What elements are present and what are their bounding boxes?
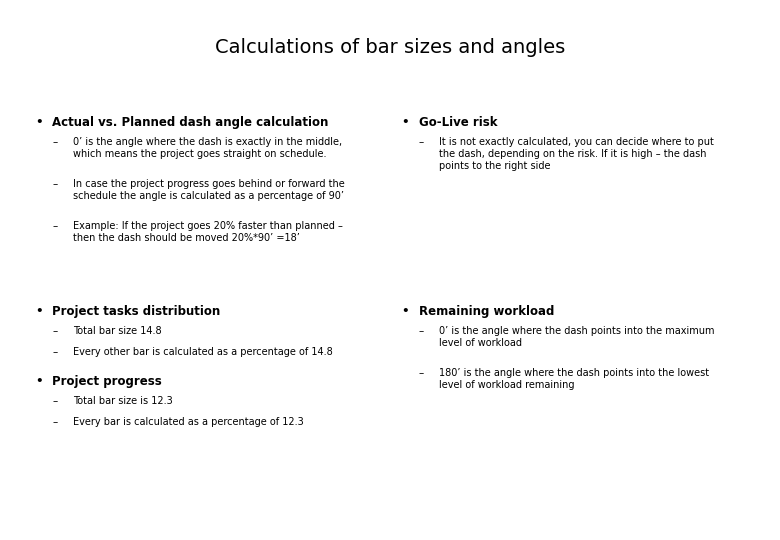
Text: –: –	[52, 326, 58, 336]
Text: Project tasks distribution: Project tasks distribution	[52, 305, 221, 318]
Text: Every other bar is calculated as a percentage of 14.8: Every other bar is calculated as a perce…	[73, 347, 332, 357]
Text: •: •	[35, 305, 43, 318]
Text: –: –	[52, 347, 58, 357]
Text: –: –	[419, 368, 424, 378]
Text: It is not exactly calculated, you can decide where to put
the dash, depending on: It is not exactly calculated, you can de…	[439, 137, 714, 171]
Text: –: –	[52, 179, 58, 189]
Text: Calculations of bar sizes and angles: Calculations of bar sizes and angles	[215, 38, 566, 57]
Text: •: •	[402, 116, 410, 129]
Text: •: •	[402, 305, 410, 318]
Text: –: –	[52, 221, 58, 231]
Text: 0’ is the angle where the dash points into the maximum
level of workload: 0’ is the angle where the dash points in…	[439, 326, 714, 348]
Text: –: –	[52, 417, 58, 428]
Text: –: –	[52, 137, 58, 147]
Text: •: •	[35, 116, 43, 129]
Text: Actual vs. Planned dash angle calculation: Actual vs. Planned dash angle calculatio…	[52, 116, 328, 129]
Text: Example: If the project goes 20% faster than planned –
then the dash should be m: Example: If the project goes 20% faster …	[73, 221, 342, 243]
Text: Total bar size is 12.3: Total bar size is 12.3	[73, 396, 172, 406]
Text: 0’ is the angle where the dash is exactly in the middle,
which means the project: 0’ is the angle where the dash is exactl…	[73, 137, 342, 159]
Text: 180’ is the angle where the dash points into the lowest
level of workload remain: 180’ is the angle where the dash points …	[439, 368, 709, 390]
Text: –: –	[419, 326, 424, 336]
Text: Go-Live risk: Go-Live risk	[419, 116, 498, 129]
Text: In case the project progress goes behind or forward the
schedule the angle is ca: In case the project progress goes behind…	[73, 179, 344, 201]
Text: Remaining workload: Remaining workload	[419, 305, 555, 318]
Text: •: •	[35, 375, 43, 388]
Text: –: –	[419, 137, 424, 147]
Text: Total bar size 14.8: Total bar size 14.8	[73, 326, 161, 336]
Text: Project progress: Project progress	[52, 375, 162, 388]
Text: –: –	[52, 396, 58, 406]
Text: Every bar is calculated as a percentage of 12.3: Every bar is calculated as a percentage …	[73, 417, 303, 428]
